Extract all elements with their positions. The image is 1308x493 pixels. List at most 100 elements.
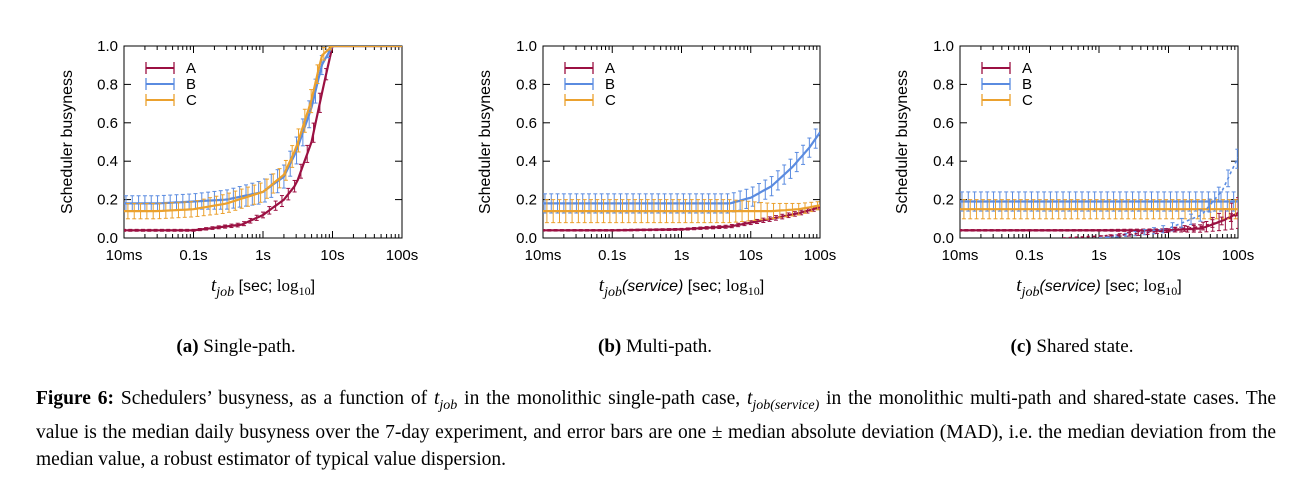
x-label-unit: [sec;	[1101, 278, 1144, 295]
legend-b: ABC	[564, 60, 616, 109]
legend-a: ABC	[145, 60, 197, 109]
series-line-b	[543, 131, 820, 205]
y-tick-label: 0.6	[97, 115, 118, 132]
series-line-c	[124, 46, 402, 213]
y-tick-label: 0.6	[516, 115, 537, 132]
subcaption-c-tag: (c)	[1010, 336, 1032, 357]
x-tick-label: 0.1s	[1015, 247, 1043, 264]
x-tick-label: 100s	[386, 247, 419, 264]
y-axis-label: Scheduler busyness	[59, 70, 76, 214]
x-label-sub: job	[602, 285, 622, 300]
series-line-b	[124, 46, 402, 205]
caption-tjob-service-t: t	[746, 388, 753, 409]
subcaption-b-tag: (b)	[597, 336, 622, 357]
caption-tjob-t: t	[433, 388, 440, 409]
y-tick-label: 0.0	[933, 230, 954, 247]
x-label-log: log	[1144, 276, 1166, 295]
chart-a: 10ms 0.1s 1s 10s 100s 0.0 0.2 0.4 0.6 0.8 1.0 Sched…	[59, 38, 418, 300]
subcaption-a-tag: (a)	[176, 336, 199, 357]
y-tick-label: 0.4	[97, 153, 118, 170]
series-line-b	[1098, 157, 1238, 238]
x-label-close: ]	[311, 278, 315, 295]
x-tick-label: 10s	[320, 247, 344, 264]
figure-6-charts: 10ms 0.1s 1s 10s 100s 0.0 0.2 0.4 0.6 0.8 1.0 Sched…	[59, 38, 1254, 300]
subcaption-b: (b) Multi-path.	[598, 336, 712, 358]
x-label-close: ]	[760, 278, 764, 295]
x-label-suffix: (service)	[1039, 278, 1100, 295]
series-line-c	[543, 204, 820, 213]
x-tick-label: 0.1s	[598, 247, 626, 264]
x-tick-label: 100s	[1222, 247, 1255, 264]
x-tick-label: 0.1s	[179, 247, 207, 264]
y-tick-label: 1.0	[933, 38, 954, 55]
x-axis-label: tjob(service) [sec; log10]	[599, 275, 764, 300]
x-label-close: ]	[1177, 278, 1181, 295]
y-tick-label: 0.2	[516, 192, 537, 209]
x-label-unit: [sec;	[683, 278, 726, 295]
subcaption-c: (c) Shared state.	[1011, 336, 1134, 358]
y-tick-label: 0.4	[933, 153, 954, 170]
series-line-a	[124, 46, 402, 232]
x-tick-label: 10ms	[525, 247, 562, 264]
y-tick-label: 0.2	[97, 192, 118, 209]
subcaption-a: (a) Single-path.	[176, 336, 295, 358]
x-tick-label: 10ms	[942, 247, 979, 264]
legend-label-a: A	[186, 60, 196, 77]
data-layer	[124, 46, 402, 232]
chart-c: 10ms 0.1s 1s 10s 100s 0.0 0.2 0.4 0.6 0.8 1.0 Sched…	[894, 38, 1254, 300]
y-tick-label: 0.8	[516, 76, 537, 93]
x-label-logsub: 10	[1165, 284, 1177, 298]
legend-label-c: C	[1022, 92, 1033, 109]
legend-c: ABC	[981, 60, 1033, 109]
x-tick-label: 1s	[674, 247, 690, 264]
x-tick-label: 10s	[739, 247, 763, 264]
y-tick-label: 0.0	[97, 230, 118, 247]
y-tick-label: 0.0	[516, 230, 537, 247]
caption-label: Figure 6:	[36, 388, 114, 409]
x-label-logsub: 10	[299, 284, 311, 298]
x-tick-label: 10s	[1156, 247, 1180, 264]
data-layer	[543, 122, 820, 232]
x-tick-label: 1s	[1091, 247, 1107, 264]
subcaption-c-text: Shared state.	[1036, 336, 1134, 357]
x-label-log: log	[277, 276, 299, 295]
caption-tjob-service-sub: job(service)	[752, 397, 820, 413]
x-axis-label: tjob [sec; log10]	[211, 275, 315, 300]
y-tick-label: 0.8	[97, 76, 118, 93]
y-tick-label: 0.4	[516, 153, 537, 170]
series-line-a	[960, 212, 1238, 232]
chart-b: 10ms 0.1s 1s 10s 100s 0.0 0.2 0.4 0.6 0.8 1.0 Sched…	[477, 38, 836, 300]
caption-part-1: Schedulers’ busyness, as a function of	[120, 388, 434, 409]
legend-label-b: B	[1022, 76, 1032, 93]
legend-label-b: B	[186, 76, 196, 93]
y-tick-label: 1.0	[97, 38, 118, 55]
x-axis-label: tjob(service) [sec; log10]	[1016, 275, 1181, 300]
caption-part-3: in the monolithic multi-path and shared-…	[36, 388, 1277, 470]
x-tick-label: 100s	[804, 247, 837, 264]
y-axis-label: Scheduler busyness	[894, 70, 911, 214]
x-tick-label: 10ms	[106, 247, 143, 264]
data-layer	[960, 148, 1238, 238]
x-tick-label: 1s	[255, 247, 271, 264]
y-tick-label: 1.0	[516, 38, 537, 55]
y-tick-label: 0.6	[933, 115, 954, 132]
x-label-t: t	[1016, 275, 1022, 296]
y-tick-label: 0.8	[933, 76, 954, 93]
subcaption-a-text: Single-path.	[203, 336, 296, 357]
legend-label-a: A	[605, 60, 615, 77]
series-line-a	[1062, 214, 1238, 238]
x-label-sub: job	[1020, 285, 1040, 300]
x-label-t: t	[211, 275, 217, 296]
x-label-log: log	[726, 276, 748, 295]
x-label-suffix: (service)	[622, 278, 683, 295]
y-tick-label: 0.2	[933, 192, 954, 209]
x-label-logsub: 10	[748, 284, 760, 298]
caption-part-2: in the monolithic single-path case,	[457, 388, 747, 409]
caption-tjob-sub: job	[439, 397, 458, 413]
figure-caption: Figure 6: Schedulers’ busyness, as a fun…	[36, 385, 1276, 473]
legend-label-b: B	[605, 76, 615, 93]
legend-label-c: C	[605, 92, 616, 109]
x-label-unit: [sec;	[234, 278, 277, 295]
legend-label-a: A	[1022, 60, 1032, 77]
x-label-t: t	[599, 275, 605, 296]
